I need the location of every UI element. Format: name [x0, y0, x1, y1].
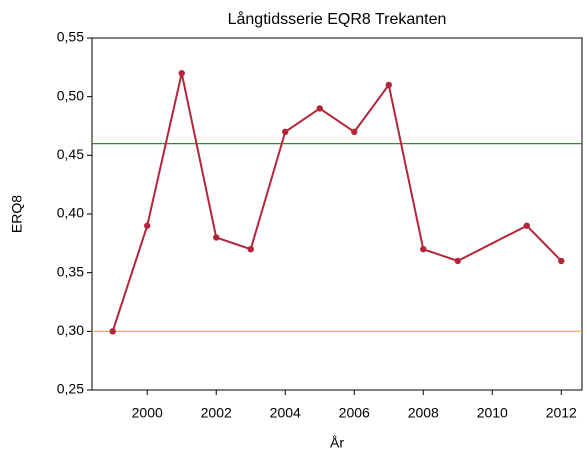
data-point	[144, 222, 151, 229]
series-line	[111, 72, 563, 332]
x-tick-label: 2000	[132, 405, 163, 421]
data-point	[247, 246, 254, 253]
data-point	[282, 128, 289, 136]
x-tick-label: 2012	[546, 405, 577, 421]
x-tick-label: 2004	[270, 405, 301, 421]
chart-title: Långtidsserie EQR8 Trekanten	[228, 10, 447, 28]
y-tick-label: 0,40	[57, 205, 84, 221]
data-point	[316, 105, 323, 112]
data-point	[420, 246, 427, 253]
data-point	[385, 81, 392, 89]
plot-frame	[91, 37, 583, 391]
y-tick-label: 0,50	[57, 87, 84, 103]
y-tick-label: 0,35	[57, 263, 84, 279]
y-tick-label: 0,45	[57, 146, 84, 162]
y-axis-label: ERQ8	[9, 195, 25, 233]
data-point	[351, 128, 358, 136]
data-point	[523, 222, 530, 229]
x-axis-label: År	[330, 435, 344, 451]
x-tick-label: 2002	[201, 405, 232, 421]
x-tick-label: 2006	[339, 405, 370, 421]
data-point	[454, 257, 461, 265]
data-point	[178, 70, 185, 77]
x-tick-label: 2008	[408, 405, 439, 421]
data-point	[213, 234, 220, 241]
data-point	[558, 257, 565, 265]
y-tick-label: 0,25	[57, 381, 84, 397]
x-tick-label: 2010	[477, 405, 508, 421]
y-tick-label: 0,30	[57, 322, 84, 338]
y-tick-label: 0,55	[57, 29, 84, 45]
data-point	[109, 328, 116, 335]
